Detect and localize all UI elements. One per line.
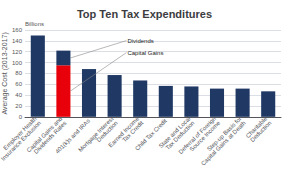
- svg-text:Child Tax Credit: Child Tax Credit: [133, 117, 168, 152]
- svg-text:Step-up Basis for: Step-up Basis for: [206, 116, 243, 153]
- svg-text:Employer Health: Employer Health: [2, 115, 38, 152]
- svg-text:120: 120: [12, 49, 23, 55]
- svg-text:Capital Gains and: Capital Gains and: [25, 115, 64, 154]
- svg-text:Mortgage Interest: Mortgage Interest: [77, 115, 115, 153]
- svg-text:Capital Gains: Capital Gains: [127, 50, 163, 56]
- svg-text:140: 140: [12, 38, 23, 44]
- svg-text:160: 160: [12, 27, 23, 33]
- svg-text:Charitable: Charitable: [244, 115, 269, 140]
- svg-text:Dividends Rates: Dividends Rates: [32, 119, 68, 155]
- svg-text:Average Cost (2013-2017): Average Cost (2013-2017): [1, 32, 9, 114]
- svg-text:40: 40: [15, 92, 22, 98]
- svg-text:80: 80: [15, 70, 22, 76]
- svg-text:Tax Credit: Tax Credit: [121, 119, 145, 144]
- svg-text:Billions: Billions: [25, 21, 44, 27]
- svg-text:Deferral of Foreign: Deferral of Foreign: [177, 115, 217, 156]
- svg-text:Deduction: Deduction: [249, 120, 272, 143]
- svg-text:100: 100: [12, 60, 23, 66]
- svg-text:State and Local: State and Local: [157, 115, 192, 150]
- svg-text:20: 20: [15, 103, 22, 109]
- svg-text:401(k)s and IRAs: 401(k)s and IRAs: [54, 118, 91, 155]
- svg-text:60: 60: [15, 81, 22, 87]
- svg-text:Deduction: Deduction: [95, 119, 119, 144]
- svg-text:Tax Deduction: Tax Deduction: [164, 119, 196, 151]
- svg-text:Capital Gains at Death: Capital Gains at Death: [200, 120, 247, 167]
- svg-text:Earned Income: Earned Income: [107, 115, 141, 149]
- svg-text:Dividends: Dividends: [127, 38, 153, 44]
- svg-text:Source Income: Source Income: [188, 119, 222, 153]
- svg-text:Top Ten Tax Expenditures: Top Ten Tax Expenditures: [77, 8, 212, 20]
- svg-text:0: 0: [19, 114, 23, 120]
